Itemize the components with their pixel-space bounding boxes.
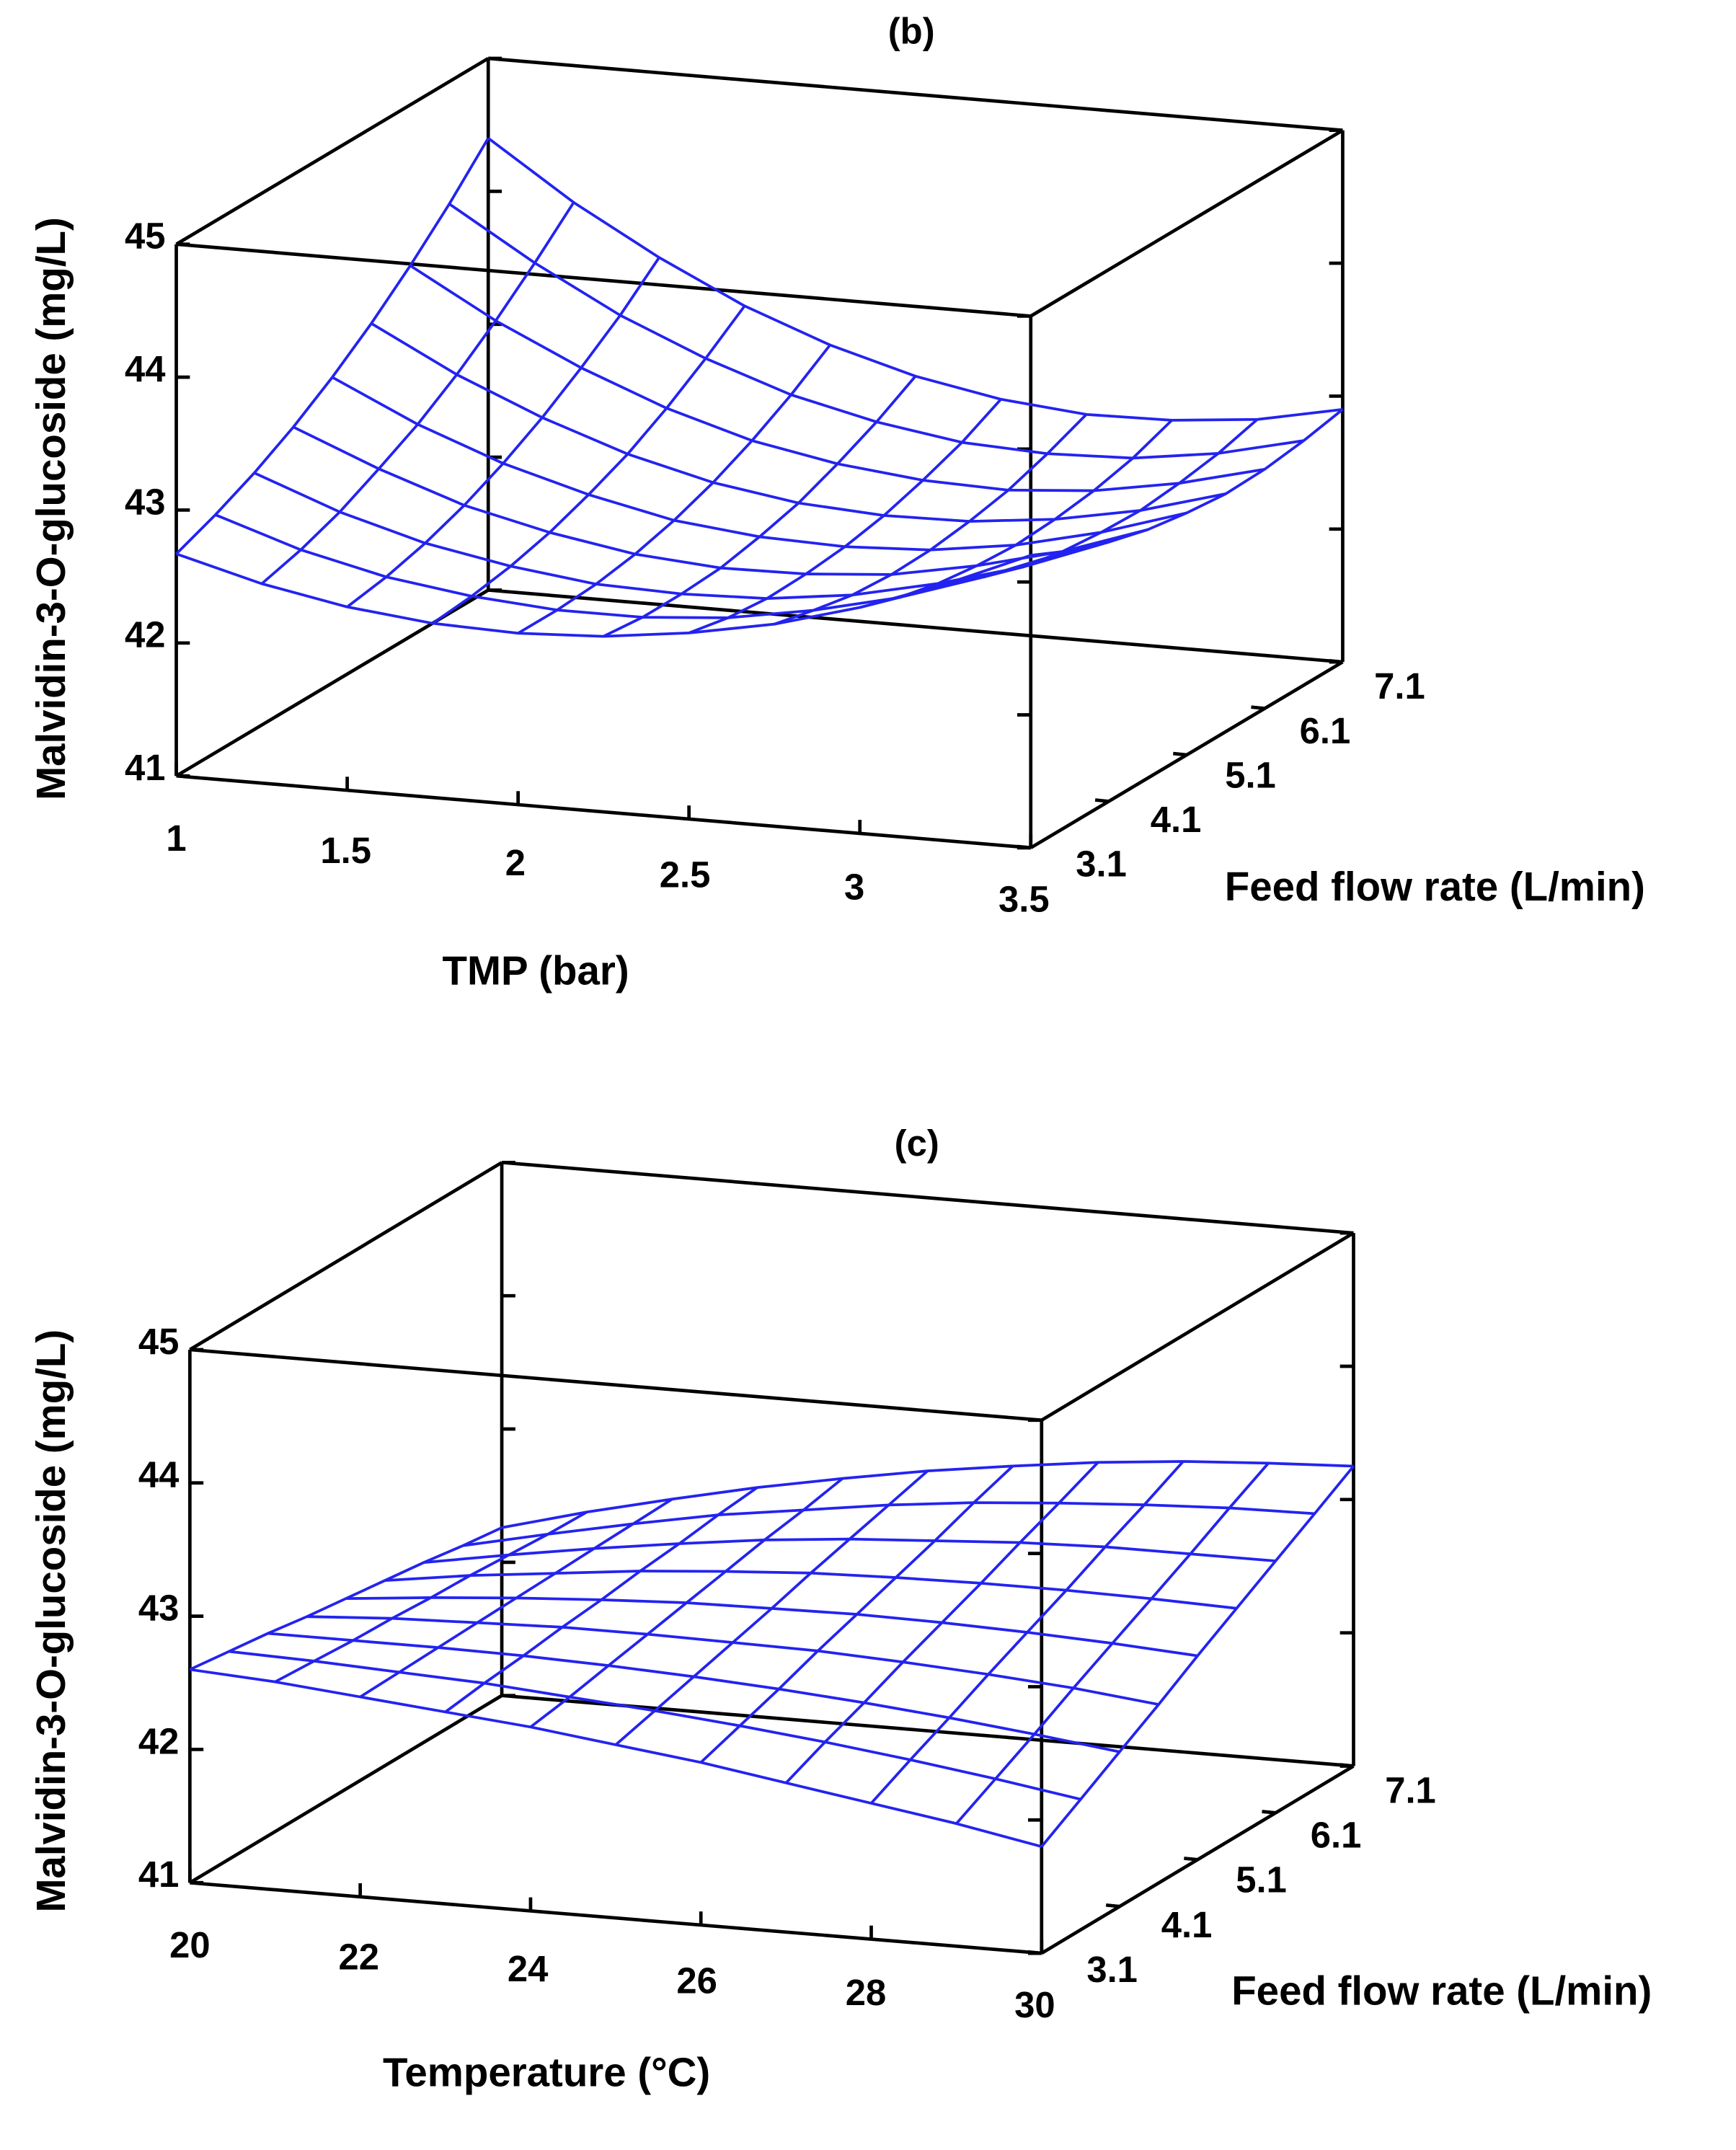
x-tick-label: 2 bbox=[505, 842, 526, 883]
surface-mesh-line bbox=[1040, 1465, 1355, 1848]
z-tick-label: 45 bbox=[125, 216, 165, 257]
y-tick-label: 6.1 bbox=[1311, 1815, 1362, 1856]
surface-mesh-line bbox=[423, 1537, 1276, 1564]
y-axis-label: Feed flow rate (L/min) bbox=[1225, 864, 1645, 909]
box-edge bbox=[175, 56, 490, 246]
x-tick-label: 3.5 bbox=[998, 879, 1050, 920]
x-axis-label: Temperature (°C) bbox=[383, 2049, 710, 2094]
y-tick-mark bbox=[1339, 1763, 1354, 1768]
surface-mesh-line bbox=[229, 1650, 1081, 1801]
surface-mesh-line bbox=[517, 344, 831, 634]
x-axis-label: TMP (bar) bbox=[443, 948, 629, 994]
box-edge bbox=[501, 1694, 1354, 1768]
z-tick-label: 42 bbox=[125, 614, 165, 655]
x-tick-label: 1 bbox=[166, 818, 186, 859]
surface-mesh-line bbox=[955, 1462, 1270, 1825]
surface-mesh-line bbox=[870, 1460, 1184, 1805]
y-tick-label: 3.1 bbox=[1086, 1949, 1138, 1990]
surface-mesh-line bbox=[346, 257, 660, 609]
box-edge bbox=[190, 1880, 1042, 1955]
y-tick-label: 4.1 bbox=[1151, 799, 1202, 840]
chart-title: (b) bbox=[888, 11, 935, 52]
x-tick-label: 20 bbox=[169, 1924, 210, 1965]
z-axis-label: Malvidin-3-O-glucoside (mg/L) bbox=[28, 217, 74, 800]
surface-mesh-line bbox=[614, 1469, 929, 1746]
y-tick-mark bbox=[1184, 1857, 1198, 1862]
box-edge bbox=[189, 1694, 503, 1885]
y-tick-label: 5.1 bbox=[1225, 754, 1276, 795]
y-tick-mark bbox=[1017, 844, 1031, 850]
y-tick-mark bbox=[1262, 1810, 1276, 1815]
surface-mesh-line bbox=[274, 1510, 588, 1684]
z-tick-label: 43 bbox=[138, 1588, 179, 1629]
surface-mesh-line bbox=[190, 1668, 1042, 1849]
x-tick-label: 1.5 bbox=[320, 830, 371, 871]
z-tick-label: 42 bbox=[138, 1720, 179, 1761]
surface-mesh-line bbox=[859, 419, 1173, 609]
surface-mesh-line bbox=[331, 376, 1187, 552]
box-edge bbox=[501, 1160, 1354, 1235]
surface-mesh-line bbox=[1030, 408, 1344, 557]
box-edge bbox=[190, 1348, 1042, 1423]
x-tick-label: 30 bbox=[1014, 1984, 1055, 2025]
surface-mesh-line bbox=[944, 418, 1259, 586]
chart-title: (c) bbox=[895, 1123, 939, 1164]
x-tick-label: 22 bbox=[339, 1937, 379, 1978]
surface-mesh-line bbox=[175, 137, 490, 555]
box-edge bbox=[176, 242, 1031, 318]
y-tick-mark bbox=[1027, 1950, 1042, 1955]
surface-mesh-line bbox=[699, 1464, 1014, 1764]
z-tick-label: 44 bbox=[138, 1454, 179, 1495]
box-edge bbox=[189, 1161, 503, 1351]
surface-mesh-line bbox=[603, 375, 917, 638]
surface-mesh-line bbox=[444, 1486, 758, 1713]
surface-mesh-line bbox=[384, 1570, 1237, 1610]
surface-mesh-line bbox=[688, 398, 1002, 634]
surface-mesh-line bbox=[774, 413, 1088, 626]
x-tick-label: 26 bbox=[676, 1960, 717, 2001]
z-tick-label: 41 bbox=[138, 1854, 179, 1895]
surface-mesh-line bbox=[785, 1461, 1099, 1784]
y-tick-mark bbox=[1094, 798, 1110, 803]
z-tick-label: 41 bbox=[125, 747, 165, 788]
box-edge bbox=[176, 774, 1031, 850]
box-edge bbox=[488, 56, 1343, 133]
y-tick-label: 4.1 bbox=[1161, 1904, 1213, 1945]
z-tick-label: 44 bbox=[125, 348, 165, 389]
z-tick-label: 45 bbox=[138, 1321, 179, 1362]
x-tick-label: 24 bbox=[508, 1948, 548, 1989]
box-edge bbox=[1029, 128, 1344, 318]
y-tick-label: 7.1 bbox=[1374, 665, 1425, 707]
y-tick-mark bbox=[1105, 1903, 1120, 1908]
y-axis-label: Feed flow rate (L/min) bbox=[1231, 1968, 1652, 2013]
surface-mesh-line bbox=[260, 201, 575, 585]
surface-mesh-line bbox=[359, 1498, 673, 1699]
box-edge bbox=[1040, 1231, 1355, 1422]
y-tick-mark bbox=[1251, 705, 1265, 710]
surface-mesh-line bbox=[267, 1632, 1120, 1753]
x-tick-label: 28 bbox=[846, 1972, 886, 2013]
y-tick-mark bbox=[1329, 658, 1343, 664]
y-tick-label: 6.1 bbox=[1300, 710, 1351, 751]
box-edge bbox=[488, 588, 1343, 664]
surface-mesh-line bbox=[432, 305, 746, 625]
z-axis-label: Malvidin-3-O-glucoside (mg/L) bbox=[28, 1330, 74, 1913]
y-tick-label: 5.1 bbox=[1236, 1859, 1287, 1901]
y-tick-label: 3.1 bbox=[1076, 844, 1127, 885]
surface-mesh-line bbox=[189, 1526, 502, 1671]
y-tick-mark bbox=[1173, 751, 1187, 757]
x-tick-label: 2.5 bbox=[660, 854, 711, 895]
z-tick-label: 43 bbox=[125, 481, 165, 522]
y-tick-label: 7.1 bbox=[1385, 1770, 1436, 1811]
surface-mesh-line bbox=[529, 1477, 843, 1728]
x-tick-label: 3 bbox=[844, 867, 864, 908]
